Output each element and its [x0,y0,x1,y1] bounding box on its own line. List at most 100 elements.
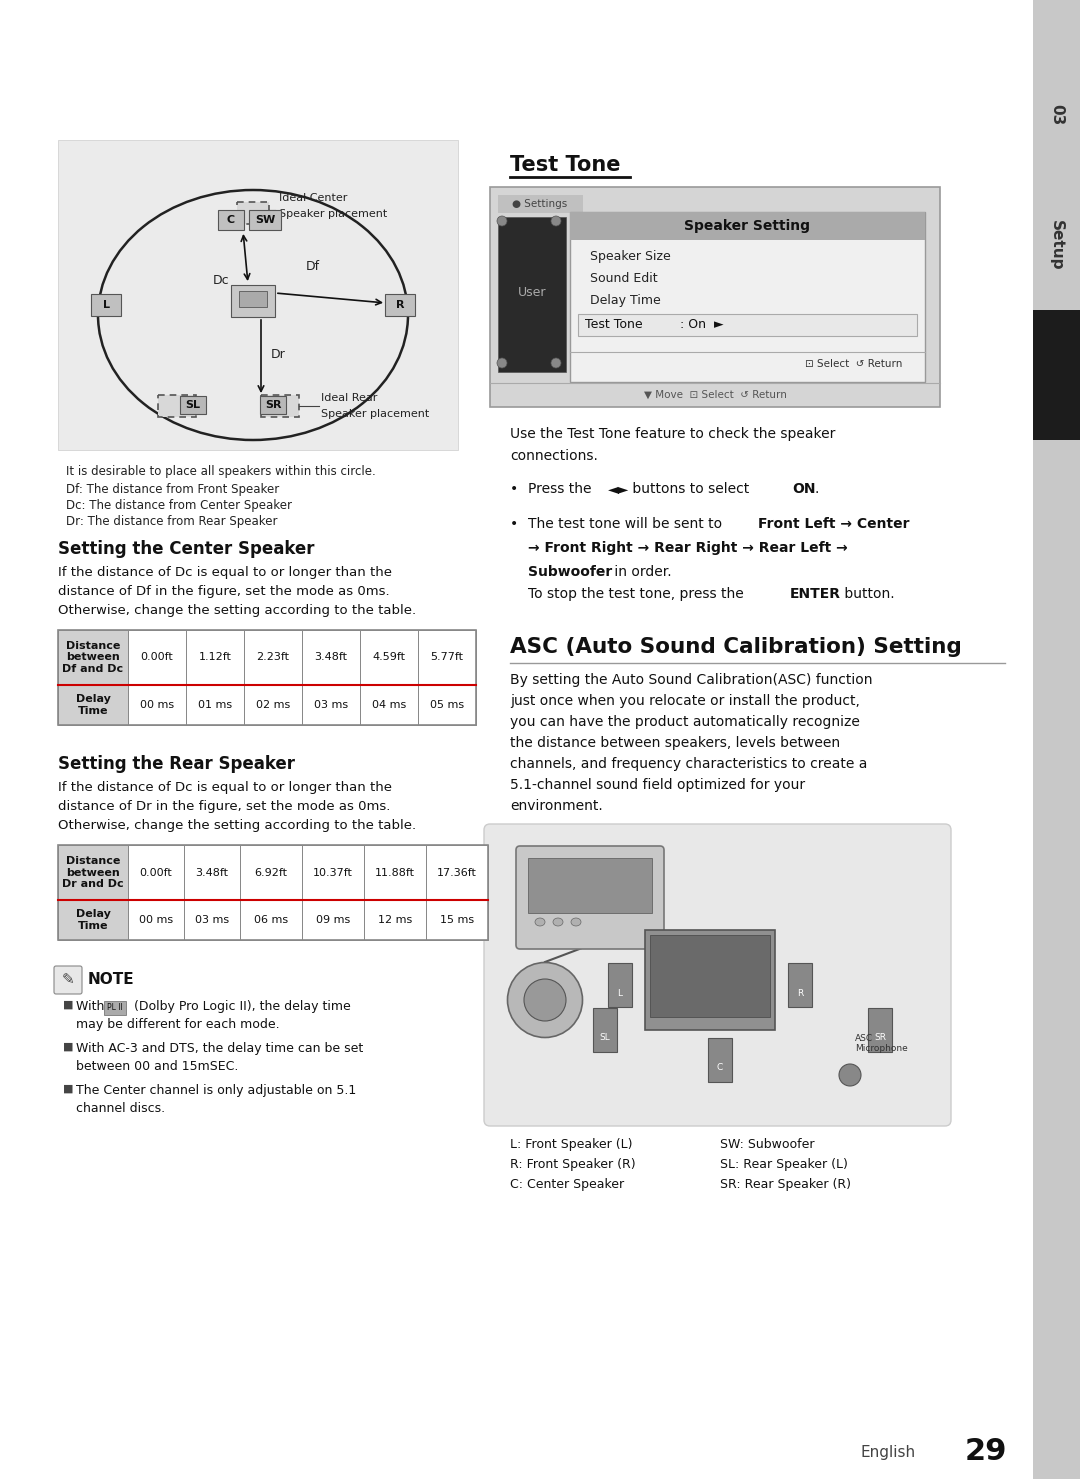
Bar [1032,0,1080,1479]
FancyBboxPatch shape [593,1009,617,1052]
Text: SW: SW [255,214,275,225]
Text: environment.: environment. [510,799,603,813]
Text: 0.00ft: 0.00ft [140,652,174,663]
Text: SR: SR [874,1034,886,1043]
Text: 15 ms: 15 ms [440,916,474,924]
FancyBboxPatch shape [302,685,360,725]
FancyBboxPatch shape [364,845,426,901]
Text: 11.88ft: 11.88ft [375,868,415,877]
Text: connections.: connections. [510,450,598,463]
Text: If the distance of Dc is equal to or longer than the: If the distance of Dc is equal to or lon… [58,566,392,578]
Text: SL: SL [186,399,201,410]
Text: 02 ms: 02 ms [256,700,291,710]
FancyBboxPatch shape [240,845,302,901]
FancyBboxPatch shape [58,630,129,685]
FancyBboxPatch shape [180,396,206,414]
Text: Press the: Press the [528,482,596,495]
Text: User: User [517,285,546,299]
Text: in order.: in order. [610,565,672,578]
Text: SL: Rear Speaker (L): SL: Rear Speaker (L) [720,1158,848,1171]
FancyBboxPatch shape [129,685,186,725]
FancyBboxPatch shape [231,285,275,317]
Text: Setting the Center Speaker: Setting the Center Speaker [58,540,314,558]
FancyBboxPatch shape [249,210,281,231]
Text: ASC
Microphone: ASC Microphone [855,1034,908,1053]
Text: ■: ■ [63,1043,73,1052]
Text: 00 ms: 00 ms [140,700,174,710]
Text: → Front Right → Rear Right → Rear Left →: → Front Right → Rear Right → Rear Left → [528,541,848,555]
Text: the distance between speakers, levels between: the distance between speakers, levels be… [510,737,840,750]
Text: ● Settings: ● Settings [512,200,567,209]
Ellipse shape [551,216,561,226]
FancyBboxPatch shape [364,901,426,941]
Text: 03 ms: 03 ms [314,700,348,710]
Text: 29: 29 [966,1438,1008,1467]
FancyBboxPatch shape [302,845,364,901]
Text: Test Tone: Test Tone [510,155,621,175]
FancyBboxPatch shape [54,966,82,994]
Text: Front Left → Center: Front Left → Center [758,518,909,531]
FancyBboxPatch shape [650,935,770,1018]
FancyBboxPatch shape [240,901,302,941]
FancyBboxPatch shape [129,901,184,941]
Text: Delay
Time: Delay Time [76,694,110,716]
Text: L: L [618,988,622,997]
FancyBboxPatch shape [58,685,129,725]
Text: Ideal Rear: Ideal Rear [321,393,377,402]
Text: L: Front Speaker (L): L: Front Speaker (L) [510,1137,633,1151]
Text: It is desirable to place all speakers within this circle.: It is desirable to place all speakers wi… [66,464,376,478]
Text: R: Front Speaker (R): R: Front Speaker (R) [510,1158,636,1171]
Text: 5.77ft: 5.77ft [431,652,463,663]
Text: buttons to select: buttons to select [627,482,754,495]
Text: 01 ms: 01 ms [198,700,232,710]
FancyBboxPatch shape [186,685,244,725]
Text: R: R [395,300,404,311]
Text: Sound Edit: Sound Edit [590,272,658,285]
Text: Df: Df [306,260,320,274]
Text: ✎: ✎ [62,973,75,988]
Text: SW: Subwoofer: SW: Subwoofer [720,1137,814,1151]
Ellipse shape [535,918,545,926]
FancyBboxPatch shape [260,396,286,414]
Text: ON: ON [792,482,815,495]
Text: Setting the Rear Speaker: Setting the Rear Speaker [58,754,295,774]
FancyBboxPatch shape [498,217,566,373]
Text: Distance
between
Df and Dc: Distance between Df and Dc [63,640,123,674]
Text: 2.23ft: 2.23ft [257,652,289,663]
FancyBboxPatch shape [645,930,775,1029]
Text: .: . [815,482,820,495]
Text: you can have the product automatically recognize: you can have the product automatically r… [510,714,860,729]
Text: R: R [797,988,804,997]
FancyBboxPatch shape [426,845,488,901]
Ellipse shape [524,979,566,1021]
Ellipse shape [497,358,507,368]
Text: may be different for each mode.: may be different for each mode. [76,1018,280,1031]
Text: between 00 and 15mSEC.: between 00 and 15mSEC. [76,1060,239,1072]
FancyBboxPatch shape [384,294,415,317]
Text: SR: Rear Speaker (R): SR: Rear Speaker (R) [720,1177,851,1191]
FancyBboxPatch shape [186,630,244,685]
Text: channel discs.: channel discs. [76,1102,165,1115]
Text: English: English [860,1445,915,1460]
FancyBboxPatch shape [302,630,360,685]
Text: 6.92ft: 6.92ft [255,868,287,877]
Text: distance of Dr in the figure, set the mode as 0ms.: distance of Dr in the figure, set the mo… [58,800,390,813]
FancyBboxPatch shape [528,858,652,913]
Text: 10.37ft: 10.37ft [313,868,353,877]
FancyBboxPatch shape [578,314,917,336]
FancyBboxPatch shape [608,963,632,1007]
Text: Distance
between
Dr and Dc: Distance between Dr and Dc [63,856,124,889]
Text: ⊡ Select  ↺ Return: ⊡ Select ↺ Return [805,359,903,368]
Text: C: C [717,1063,724,1072]
FancyBboxPatch shape [360,685,418,725]
FancyBboxPatch shape [58,845,129,901]
Text: 05 ms: 05 ms [430,700,464,710]
Text: Dc: The distance from Center Speaker: Dc: The distance from Center Speaker [66,498,292,512]
Ellipse shape [508,963,582,1037]
FancyBboxPatch shape [261,395,299,417]
Text: 5.1-channel sound field optimized for your: 5.1-channel sound field optimized for yo… [510,778,805,791]
FancyBboxPatch shape [58,901,129,941]
Text: Otherwise, change the setting according to the table.: Otherwise, change the setting according … [58,819,416,833]
FancyBboxPatch shape [708,1038,732,1083]
Text: 03: 03 [1049,105,1064,126]
